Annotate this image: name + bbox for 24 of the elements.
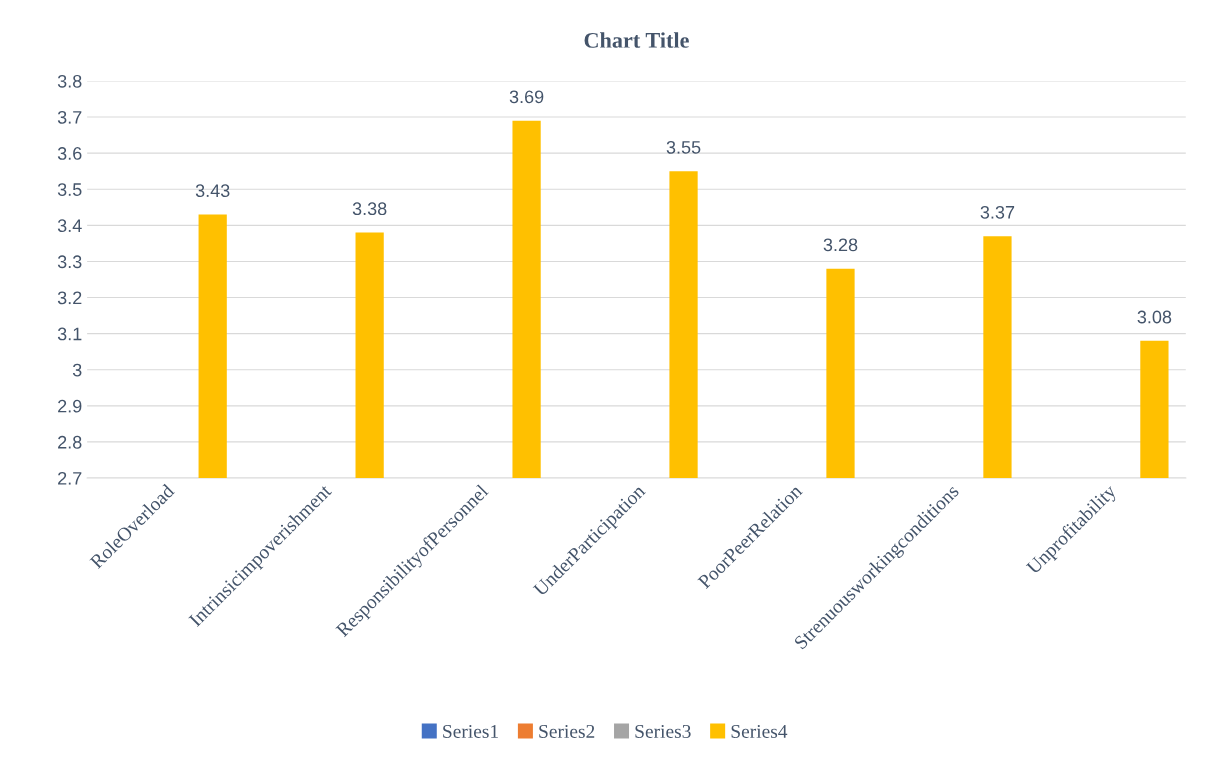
data-label: 3.69 <box>509 90 544 104</box>
y-tick-label: 3.1 <box>57 327 82 341</box>
legend-label: Series1 <box>443 724 498 738</box>
data-label: 3.28 <box>823 238 858 252</box>
y-tick-label: 3.3 <box>57 255 82 269</box>
y-tick-label: 3.7 <box>57 110 82 124</box>
chart-title: Chart Title <box>584 32 689 48</box>
y-tick-label: 2.9 <box>58 399 82 413</box>
y-tick-label: 3.4 <box>57 219 82 233</box>
data-label: 3.38 <box>352 202 387 216</box>
y-tick-label: 2.8 <box>58 435 82 449</box>
y-tick-label: 3.8 <box>57 74 82 88</box>
y-tick-label: 2.7 <box>58 471 82 485</box>
legend-label: Series2 <box>539 724 595 738</box>
data-label: 3.43 <box>195 184 230 198</box>
legend-label: Series4 <box>731 724 788 738</box>
data-label: 3.08 <box>1137 310 1172 324</box>
data-label: 3.55 <box>666 140 701 154</box>
data-label: 3.37 <box>980 205 1015 219</box>
y-tick-label: 3 <box>72 363 82 377</box>
y-tick-label: 3.5 <box>57 183 82 196</box>
y-tick-label: 3.6 <box>57 147 82 160</box>
y-tick-label: 3.2 <box>57 291 82 305</box>
legend-label: Series3 <box>635 724 691 738</box>
